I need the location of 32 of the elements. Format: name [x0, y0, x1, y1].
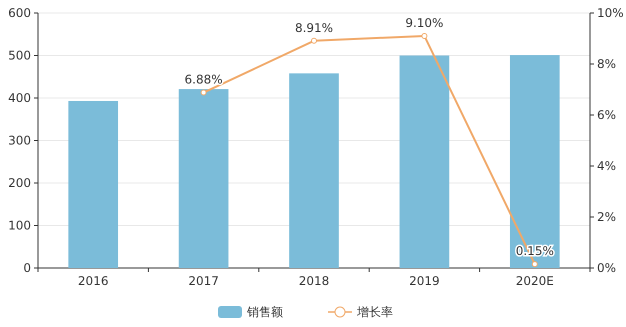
- y2-tick-label: 8%: [597, 57, 616, 71]
- y-tick-label: 0: [23, 261, 31, 275]
- y-tick-label: 300: [8, 134, 31, 148]
- bar: [289, 73, 339, 268]
- point: [311, 38, 317, 44]
- y-tick-label: 400: [8, 91, 31, 105]
- data-label: 6.88%: [184, 72, 223, 87]
- y-tick-label: 500: [8, 48, 31, 62]
- y2-tick-label: 10%: [597, 6, 624, 20]
- point: [532, 261, 538, 268]
- y-tick-label: 100: [8, 218, 31, 232]
- x-tick-label: 2018: [298, 274, 330, 288]
- y-tick-label: 600: [8, 6, 31, 20]
- legend-label: 销售额: [246, 305, 283, 319]
- bar: [510, 55, 560, 268]
- bar: [68, 100, 118, 268]
- y2-tick-label: 6%: [597, 108, 616, 122]
- data-label: 9.10%: [405, 16, 444, 30]
- bar: [400, 56, 450, 268]
- y2-tick-label: 4%: [597, 159, 616, 173]
- y2-tick-label: 0%: [597, 261, 616, 275]
- bar: [178, 89, 228, 268]
- data-label: 8.91%: [294, 20, 334, 35]
- y2-tick-label: 2%: [597, 210, 616, 224]
- x-tick-label: 2020E: [516, 274, 554, 288]
- legend-label: 增长率: [356, 305, 393, 319]
- y-tick-label: 200: [8, 176, 31, 190]
- point: [421, 32, 428, 39]
- point: [200, 90, 207, 96]
- x-tick-label: 2019: [409, 274, 440, 288]
- x-tick-label: 2016: [78, 274, 108, 288]
- x-tick-label: 2017: [188, 274, 219, 288]
